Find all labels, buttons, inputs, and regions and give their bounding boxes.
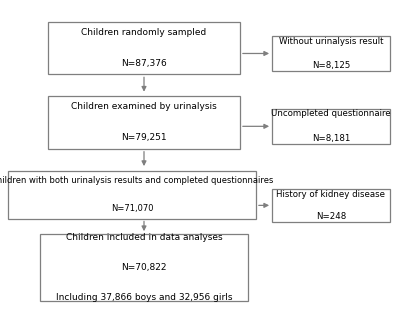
Text: N=87,376: N=87,376 (121, 59, 167, 68)
Text: N=8,125: N=8,125 (312, 61, 350, 70)
FancyBboxPatch shape (48, 96, 240, 149)
Text: N=71,070: N=71,070 (111, 204, 153, 213)
FancyBboxPatch shape (40, 234, 248, 301)
Text: History of kidney disease: History of kidney disease (276, 190, 386, 199)
FancyBboxPatch shape (272, 36, 390, 71)
Text: Children examined by urinalysis: Children examined by urinalysis (71, 102, 217, 112)
FancyBboxPatch shape (48, 22, 240, 74)
FancyBboxPatch shape (272, 108, 390, 144)
FancyBboxPatch shape (272, 189, 390, 222)
Text: Including 37,866 boys and 32,956 girls: Including 37,866 boys and 32,956 girls (56, 293, 232, 302)
FancyBboxPatch shape (8, 170, 256, 219)
Text: Uncompleted questionnaire: Uncompleted questionnaire (271, 109, 391, 118)
Text: N=70,822: N=70,822 (121, 263, 167, 272)
Text: Without urinalysis result: Without urinalysis result (279, 37, 383, 46)
Text: N=8,181: N=8,181 (312, 134, 350, 143)
Text: N=79,251: N=79,251 (121, 133, 167, 143)
Text: Children included in data analyses: Children included in data analyses (66, 232, 222, 242)
Text: Children with both urinalysis results and completed questionnaires: Children with both urinalysis results an… (0, 176, 273, 185)
Text: Children randomly sampled: Children randomly sampled (81, 28, 207, 37)
Text: N=248: N=248 (316, 212, 346, 221)
